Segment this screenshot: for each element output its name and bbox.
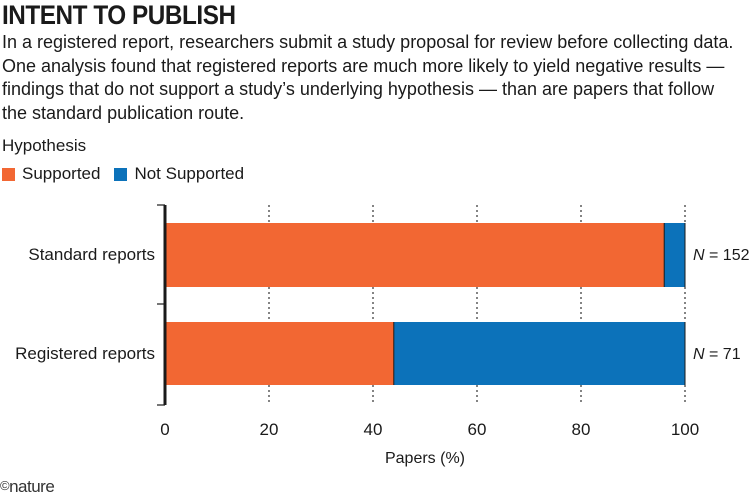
- n-label-value: = 152: [705, 247, 750, 264]
- legend-swatch-not-supported: [114, 167, 128, 181]
- x-tick-label-80: 80: [572, 420, 591, 439]
- x-tick-label-60: 60: [468, 420, 487, 439]
- x-axis-label: Papers (%): [385, 450, 465, 467]
- legend-title: Hypothesis: [2, 136, 87, 155]
- legend-swatch-supported: [2, 167, 15, 181]
- x-tick-label-40: 40: [364, 420, 383, 439]
- bar-standard-not-supported: [664, 223, 685, 287]
- nature-logo: ©nature: [0, 477, 55, 497]
- bar-registered-not-supported: [393, 322, 685, 385]
- category-label-registered: Registered reports: [15, 344, 155, 363]
- legend-label-supported: Supported: [22, 164, 101, 183]
- n-label-1: N = 71: [693, 346, 741, 363]
- legend-item-not-supported: Not Supported: [114, 164, 244, 184]
- logo-text: nature: [9, 477, 55, 496]
- x-tick-label-20: 20: [260, 420, 279, 439]
- bar-registered-supported: [165, 322, 394, 385]
- n-label-prefix: N: [693, 346, 705, 363]
- category-label-standard: Standard reports: [28, 245, 155, 264]
- chart-subtitle: In a registered report, researchers subm…: [2, 32, 734, 123]
- legend-label-not-supported: Not Supported: [134, 164, 245, 183]
- logo-symbol: ©: [0, 478, 10, 493]
- x-tick-label-0: 0: [160, 420, 169, 439]
- n-label-value: = 71: [705, 346, 741, 363]
- legend: Supported Not Supported: [2, 164, 258, 184]
- bar-standard-supported: [165, 223, 665, 287]
- n-label-prefix: N: [693, 247, 705, 264]
- n-label-0: N = 152: [693, 247, 750, 264]
- legend-item-supported: Supported: [2, 164, 100, 184]
- chart-title: INTENT TO PUBLISH: [2, 0, 236, 30]
- x-tick-label-100: 100: [671, 420, 699, 439]
